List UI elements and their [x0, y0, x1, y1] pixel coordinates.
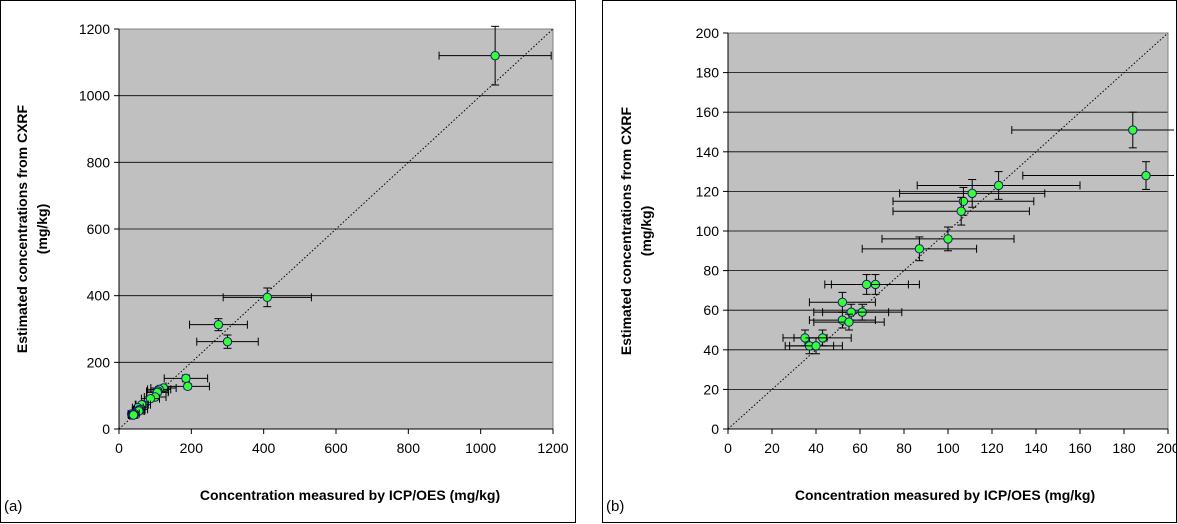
chart-panel-b: 0 20 40 60 80 100 120 140 160 180 200 0 20 40 60 80 100 1… [602, 0, 1177, 523]
y-tick-label-b: 0 [711, 421, 719, 437]
x-tick-label-b: 100 [936, 440, 960, 456]
x-tick-label-b: 180 [1112, 440, 1136, 456]
y-tick-label-b: 200 [696, 25, 720, 41]
data-point-b-18 [811, 341, 821, 351]
x-tick-label-a: 200 [180, 440, 204, 456]
x-tick-label-b: 60 [852, 440, 868, 456]
y-tick-label-a: 600 [87, 221, 111, 237]
x-axis-title-a: Concentration measured by ICP/OES (mg/kg… [200, 487, 500, 503]
x-tick-label-a: 400 [252, 440, 276, 456]
panel-label-b: (b) [606, 498, 624, 515]
x-tick-label-a: 800 [397, 440, 421, 456]
data-point-b-14 [844, 317, 854, 327]
data-point-b-3 [967, 188, 977, 199]
panel-label-a: (a) [4, 498, 22, 515]
y-tick-label-b: 160 [696, 104, 720, 120]
y-axis-title-b-line1: Estimated concentrations from CXRF [618, 106, 634, 355]
scatter-chart-b: 0 20 40 60 80 100 120 140 160 180 200 0 20 40 60 80 100 1… [606, 25, 1177, 515]
y-tick-label-a: 800 [87, 154, 111, 170]
data-point-b-12 [846, 307, 856, 317]
data-point-a-5 [183, 381, 193, 392]
data-point-b-7 [914, 244, 925, 254]
data-point-a-1 [262, 292, 272, 303]
y-tick-label-a: 200 [87, 354, 111, 370]
identity-line-a [118, 28, 554, 430]
y-axis-title-b-line2: (mg/kg) [638, 206, 654, 257]
chart-panel-a: 0 200 400 600 800 1000 1200 0 200 400 600 800 1000 12… [0, 0, 576, 523]
y-tick-label-b: 60 [703, 302, 719, 318]
y-axis-title-a-line1: Estimated concentrations from CXRF [14, 104, 30, 353]
x-tick-label-a: 600 [324, 440, 348, 456]
points-group-b [782, 111, 1174, 355]
x-tick-label-b: 40 [808, 440, 824, 456]
x-tick-label-a: 1000 [465, 440, 496, 456]
data-point-b-6 [943, 234, 953, 244]
x-tick-label-b: 120 [980, 440, 1004, 456]
plot-group-b: 0 20 40 60 80 100 120 140 160 180 200 0 20 40 60 80 100 1… [696, 25, 1177, 456]
y-tick-label-b: 140 [696, 144, 720, 160]
data-point-b-0 [1128, 125, 1138, 135]
x-tick-label-b: 20 [764, 440, 780, 456]
x-axis-title-b: Concentration measured by ICP/OES (mg/kg… [795, 487, 1095, 503]
data-point-b-1 [1141, 170, 1151, 181]
y-tick-label-b: 40 [703, 342, 719, 358]
y-tick-label-b: 180 [696, 65, 720, 81]
data-point-a-4 [181, 373, 191, 384]
data-point-b-10 [837, 297, 848, 307]
y-tick-label-a: 400 [87, 288, 111, 304]
data-point-b-9 [861, 279, 872, 290]
points-group-a [126, 25, 552, 420]
data-point-a-2 [213, 319, 224, 330]
data-point-a-0 [490, 50, 500, 61]
data-point-a-3 [222, 336, 233, 347]
x-tick-label-b: 160 [1068, 440, 1092, 456]
y-tick-label-a: 1000 [79, 88, 110, 104]
x-tick-label-b: 80 [896, 440, 912, 456]
x-tick-label-b: 0 [724, 440, 732, 456]
y-tick-label-b: 20 [703, 381, 719, 397]
x-tick-label-a: 0 [115, 440, 123, 456]
x-tick-label-b: 140 [1024, 440, 1048, 456]
identity-line-b [727, 32, 1169, 430]
plot-group-a: 0 200 400 600 800 1000 1200 0 200 400 600 800 1000 12… [79, 21, 569, 456]
y-tick-label-b: 120 [696, 183, 720, 199]
y-tick-label-b: 100 [696, 223, 720, 239]
data-point-a-22 [128, 410, 139, 420]
x-tick-label-a: 1200 [537, 440, 568, 456]
x-tick-label-b: 200 [1156, 440, 1177, 456]
y-tick-label-b: 80 [703, 263, 719, 279]
y-tick-label-a: 0 [102, 421, 110, 437]
scatter-chart-a: 0 200 400 600 800 1000 1200 0 200 400 600 800 1000 12… [4, 21, 569, 515]
y-axis-title-a-line2: (mg/kg) [34, 204, 50, 255]
data-point-b-4 [958, 196, 969, 207]
data-point-b-5 [956, 206, 966, 216]
y-tick-label-a: 1200 [79, 21, 110, 37]
data-point-b-2 [993, 180, 1004, 191]
